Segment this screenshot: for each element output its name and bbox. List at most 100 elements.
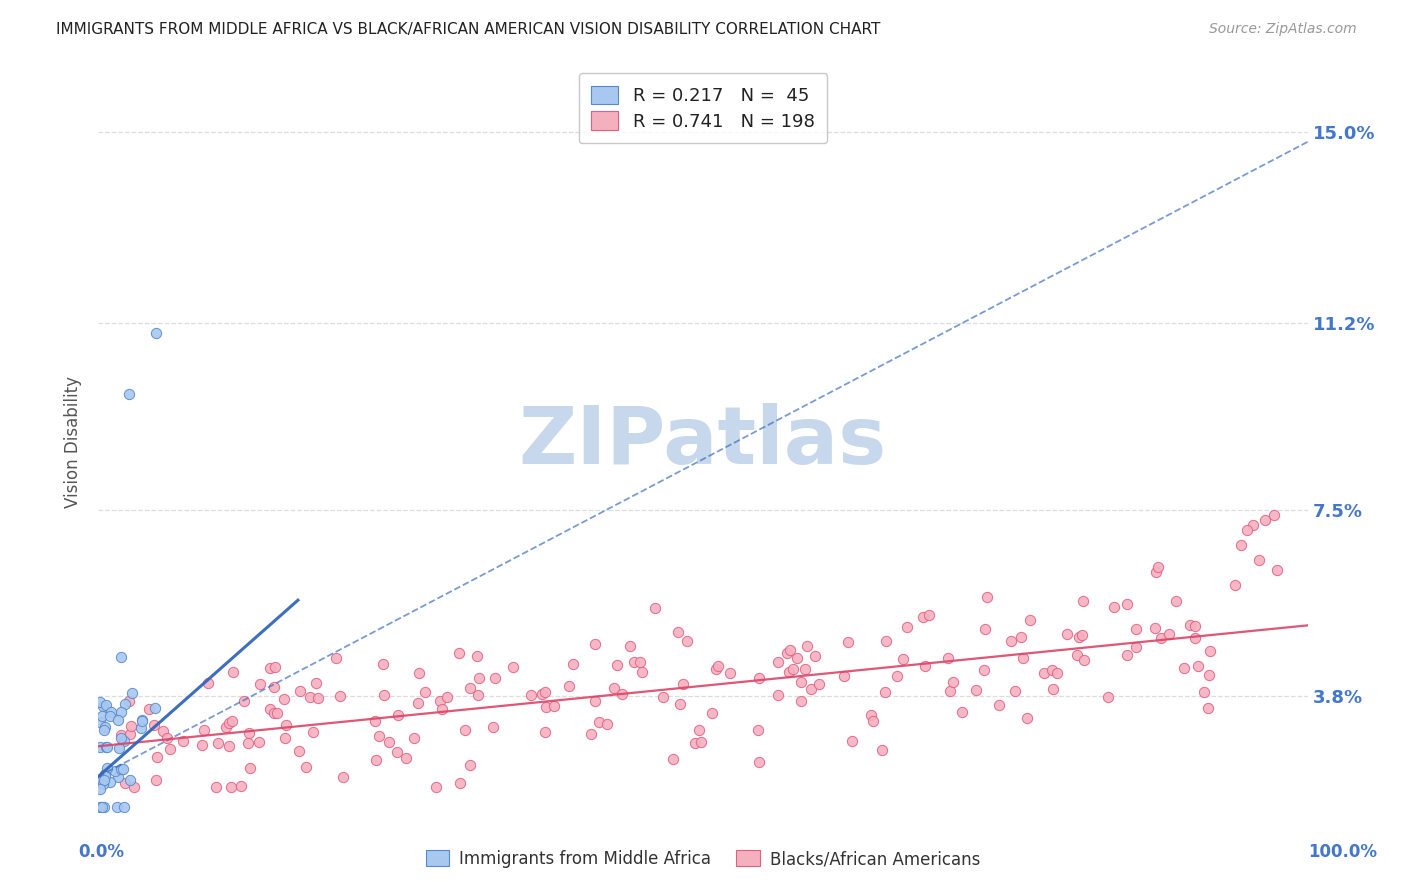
Point [221, 780, 243, 794]
Point [786, 650, 808, 665]
Point [595, 717, 617, 731]
Point [1197, 701, 1219, 715]
Point [93, 799, 115, 814]
Point [543, 699, 565, 714]
Point [1199, 644, 1222, 658]
Point [373, 688, 395, 702]
Point [965, 682, 987, 697]
Point [718, 666, 741, 681]
Point [1164, 593, 1187, 607]
Point [700, 706, 723, 720]
Y-axis label: Vision Disability: Vision Disability [65, 376, 83, 508]
Point [1254, 513, 1277, 527]
Point [222, 665, 245, 679]
Point [1249, 553, 1271, 567]
Point [98, 775, 121, 789]
Point [583, 694, 606, 708]
Point [1223, 578, 1246, 592]
Point [142, 717, 165, 731]
Point [1236, 523, 1258, 537]
Point [395, 751, 418, 765]
Point [467, 688, 489, 702]
Point [534, 699, 557, 714]
Point [1194, 684, 1216, 698]
Point [236, 736, 259, 750]
Point [987, 698, 1010, 712]
Point [768, 655, 790, 669]
Point [145, 772, 167, 787]
Point [100, 705, 122, 719]
Point [111, 762, 134, 776]
Point [93, 698, 115, 713]
Point [332, 770, 354, 784]
Point [530, 687, 553, 701]
Point [911, 610, 934, 624]
Point [936, 651, 959, 665]
Point [1032, 666, 1054, 681]
Point [436, 690, 458, 704]
Point [1042, 663, 1064, 677]
Point [782, 662, 804, 676]
Point [266, 706, 288, 720]
Point [1125, 622, 1147, 636]
Point [562, 657, 585, 671]
Legend: R = 0.217   N =  45, R = 0.741   N = 198: R = 0.217 N = 45, R = 0.741 N = 198 [579, 73, 827, 144]
Point [364, 714, 387, 728]
Point [1116, 648, 1139, 662]
Point [429, 694, 451, 708]
Point [1184, 618, 1206, 632]
Point [690, 735, 713, 749]
Point [259, 661, 281, 675]
Point [143, 701, 166, 715]
Text: IMMIGRANTS FROM MIDDLE AFRICA VS BLACK/AFRICAN AMERICAN VISION DISABILITY CORREL: IMMIGRANTS FROM MIDDLE AFRICA VS BLACK/A… [56, 22, 880, 37]
Point [1230, 538, 1253, 552]
Point [89, 781, 111, 796]
Point [129, 721, 152, 735]
Point [1157, 626, 1180, 640]
Point [364, 753, 387, 767]
Point [841, 734, 863, 748]
Point [460, 681, 482, 696]
Point [387, 708, 409, 723]
Text: Source: ZipAtlas.com: Source: ZipAtlas.com [1209, 22, 1357, 37]
Point [1000, 634, 1022, 648]
Point [1017, 711, 1039, 725]
Point [873, 684, 896, 698]
Point [89, 799, 111, 814]
Point [294, 760, 316, 774]
Point [886, 669, 908, 683]
Point [110, 650, 132, 665]
Point [449, 776, 471, 790]
Point [583, 637, 606, 651]
Point [329, 690, 352, 704]
Point [1046, 666, 1069, 681]
Point [1180, 618, 1202, 632]
Point [110, 728, 132, 742]
Point [415, 685, 437, 699]
Point [973, 664, 995, 678]
Point [221, 714, 243, 729]
Point [662, 752, 685, 766]
Point [683, 736, 706, 750]
Point [837, 635, 859, 649]
Point [94, 720, 117, 734]
Point [1116, 597, 1139, 611]
Point [107, 771, 129, 785]
Point [610, 686, 633, 700]
Point [112, 799, 135, 814]
Point [367, 730, 389, 744]
Point [193, 723, 215, 738]
Point [669, 697, 692, 711]
Point [145, 326, 167, 341]
Point [859, 707, 882, 722]
Point [91, 777, 114, 791]
Point [779, 643, 801, 657]
Point [89, 772, 111, 787]
Point [1042, 681, 1064, 696]
Point [1143, 621, 1166, 635]
Point [707, 658, 730, 673]
Point [893, 652, 915, 666]
Point [534, 725, 557, 739]
Point [1267, 563, 1289, 577]
Point [172, 734, 194, 748]
